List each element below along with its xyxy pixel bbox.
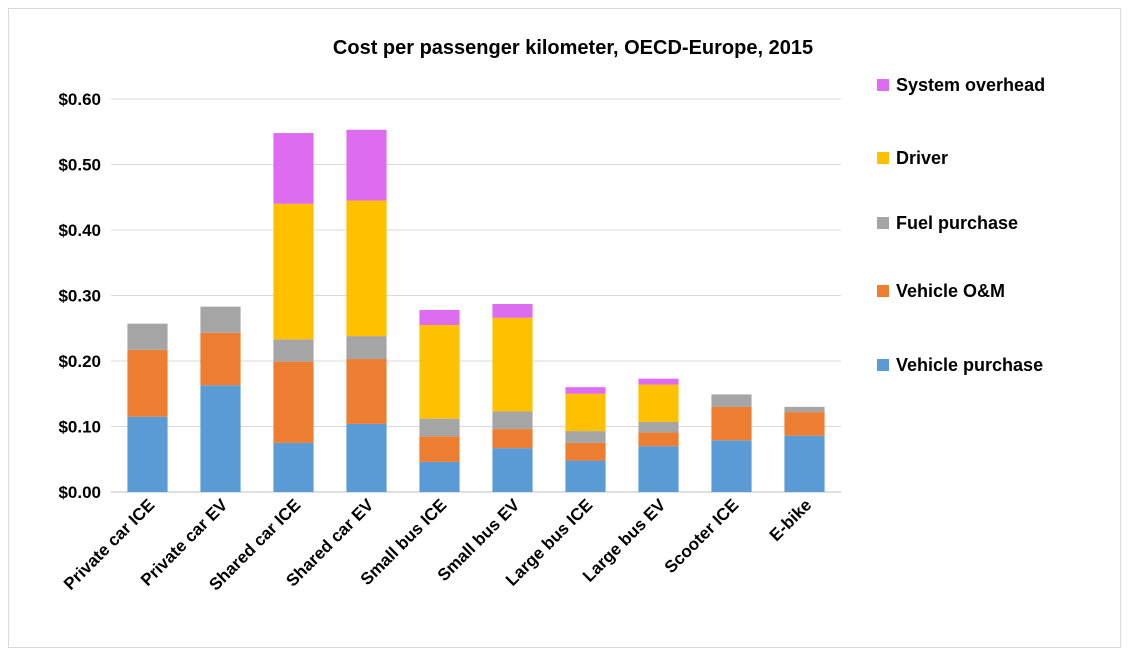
legend-item: Fuel purchase xyxy=(877,213,1018,233)
bar-stack xyxy=(784,406,825,492)
legend-label: Vehicle purchase xyxy=(896,355,1043,375)
bar-segment xyxy=(346,336,387,360)
legend-swatch xyxy=(877,285,889,297)
bar-segment xyxy=(638,378,679,385)
y-tick-label: $0.50 xyxy=(58,156,101,175)
bar-segment xyxy=(127,349,168,417)
bar-segment xyxy=(200,332,241,386)
bar-segment xyxy=(711,406,752,441)
legend-swatch xyxy=(877,217,889,229)
bar-segment xyxy=(492,448,533,492)
bar-segment xyxy=(784,406,825,413)
legend-swatch xyxy=(877,359,889,371)
bar-segment xyxy=(492,429,533,449)
bar-stack xyxy=(492,304,533,492)
bar-segment xyxy=(711,440,752,492)
bar-segment xyxy=(492,317,533,412)
stacked-bar-chart: Cost per passenger kilometer, OECD-Europ… xyxy=(58,37,1045,594)
bar-segment xyxy=(419,461,460,492)
legend-swatch xyxy=(877,152,889,164)
bar-segment xyxy=(565,393,606,432)
bar-segment xyxy=(346,129,387,201)
bar-segment xyxy=(565,460,606,492)
bar-segment xyxy=(346,200,387,337)
legend-item: Vehicle O&M xyxy=(877,281,1005,301)
y-tick-label: $0.10 xyxy=(58,418,101,437)
bar-segment xyxy=(565,442,606,461)
legend-item: Driver xyxy=(877,148,948,168)
legend-label: Driver xyxy=(896,148,948,168)
x-tick-label: E-bike xyxy=(766,495,816,545)
bar-segment xyxy=(638,384,679,422)
bar-segment xyxy=(784,412,825,436)
y-tick-label: $0.00 xyxy=(58,483,101,502)
bar-segment xyxy=(711,394,752,407)
legend-label: System overhead xyxy=(896,75,1045,95)
x-tick-label: Scooter ICE xyxy=(661,495,743,577)
y-axis: $0.00 $0.10 $0.20 $0.30 $0.40 $0.50 $0.60 xyxy=(58,90,101,502)
bar-segment xyxy=(492,304,533,318)
bar-segment xyxy=(419,436,460,462)
legend-item: Vehicle purchase xyxy=(877,355,1043,375)
bar-stack xyxy=(638,378,679,492)
chart-title: Cost per passenger kilometer, OECD-Europ… xyxy=(333,37,813,59)
bar-segment xyxy=(273,133,314,204)
bar-segment xyxy=(492,411,533,430)
bar-stack xyxy=(127,323,168,492)
y-tick-label: $0.30 xyxy=(58,287,101,306)
legend-label: Fuel purchase xyxy=(896,213,1018,233)
bar-segment xyxy=(346,359,387,424)
bar-stack xyxy=(419,309,460,492)
bar-segment xyxy=(419,418,460,437)
bar-segment xyxy=(273,442,314,492)
bar-segment xyxy=(273,339,314,362)
bar-segment xyxy=(419,324,460,419)
legend-swatch xyxy=(877,79,889,91)
y-tick-label: $0.40 xyxy=(58,221,101,240)
bar-segment xyxy=(200,306,241,333)
bar-segment xyxy=(565,431,606,443)
bar-segment xyxy=(200,385,241,492)
legend: System overhead Driver Fuel purchase Vehicl… xyxy=(877,75,1045,375)
bar-stack xyxy=(711,394,752,492)
bar-segment xyxy=(565,387,606,394)
y-tick-label: $0.20 xyxy=(58,352,101,371)
bar-segment xyxy=(346,423,387,492)
y-tick-label: $0.60 xyxy=(58,90,101,109)
legend-label: Vehicle O&M xyxy=(896,281,1005,301)
bar-stack xyxy=(200,306,241,492)
legend-item: System overhead xyxy=(877,75,1045,95)
bar-segment xyxy=(638,446,679,492)
bar-segment xyxy=(419,309,460,325)
bar-segment xyxy=(127,416,168,492)
bar-stack xyxy=(346,129,387,492)
bar-segment xyxy=(638,421,679,433)
bar-segment xyxy=(273,203,314,340)
bar-segment xyxy=(273,361,314,443)
bar-stack xyxy=(273,133,314,492)
bar-stack xyxy=(565,387,606,492)
chart-frame: Cost per passenger kilometer, OECD-Europ… xyxy=(8,8,1121,648)
bar-segment xyxy=(784,435,825,492)
bar-segment xyxy=(638,432,679,447)
bars xyxy=(127,129,825,492)
bar-segment xyxy=(127,323,168,350)
